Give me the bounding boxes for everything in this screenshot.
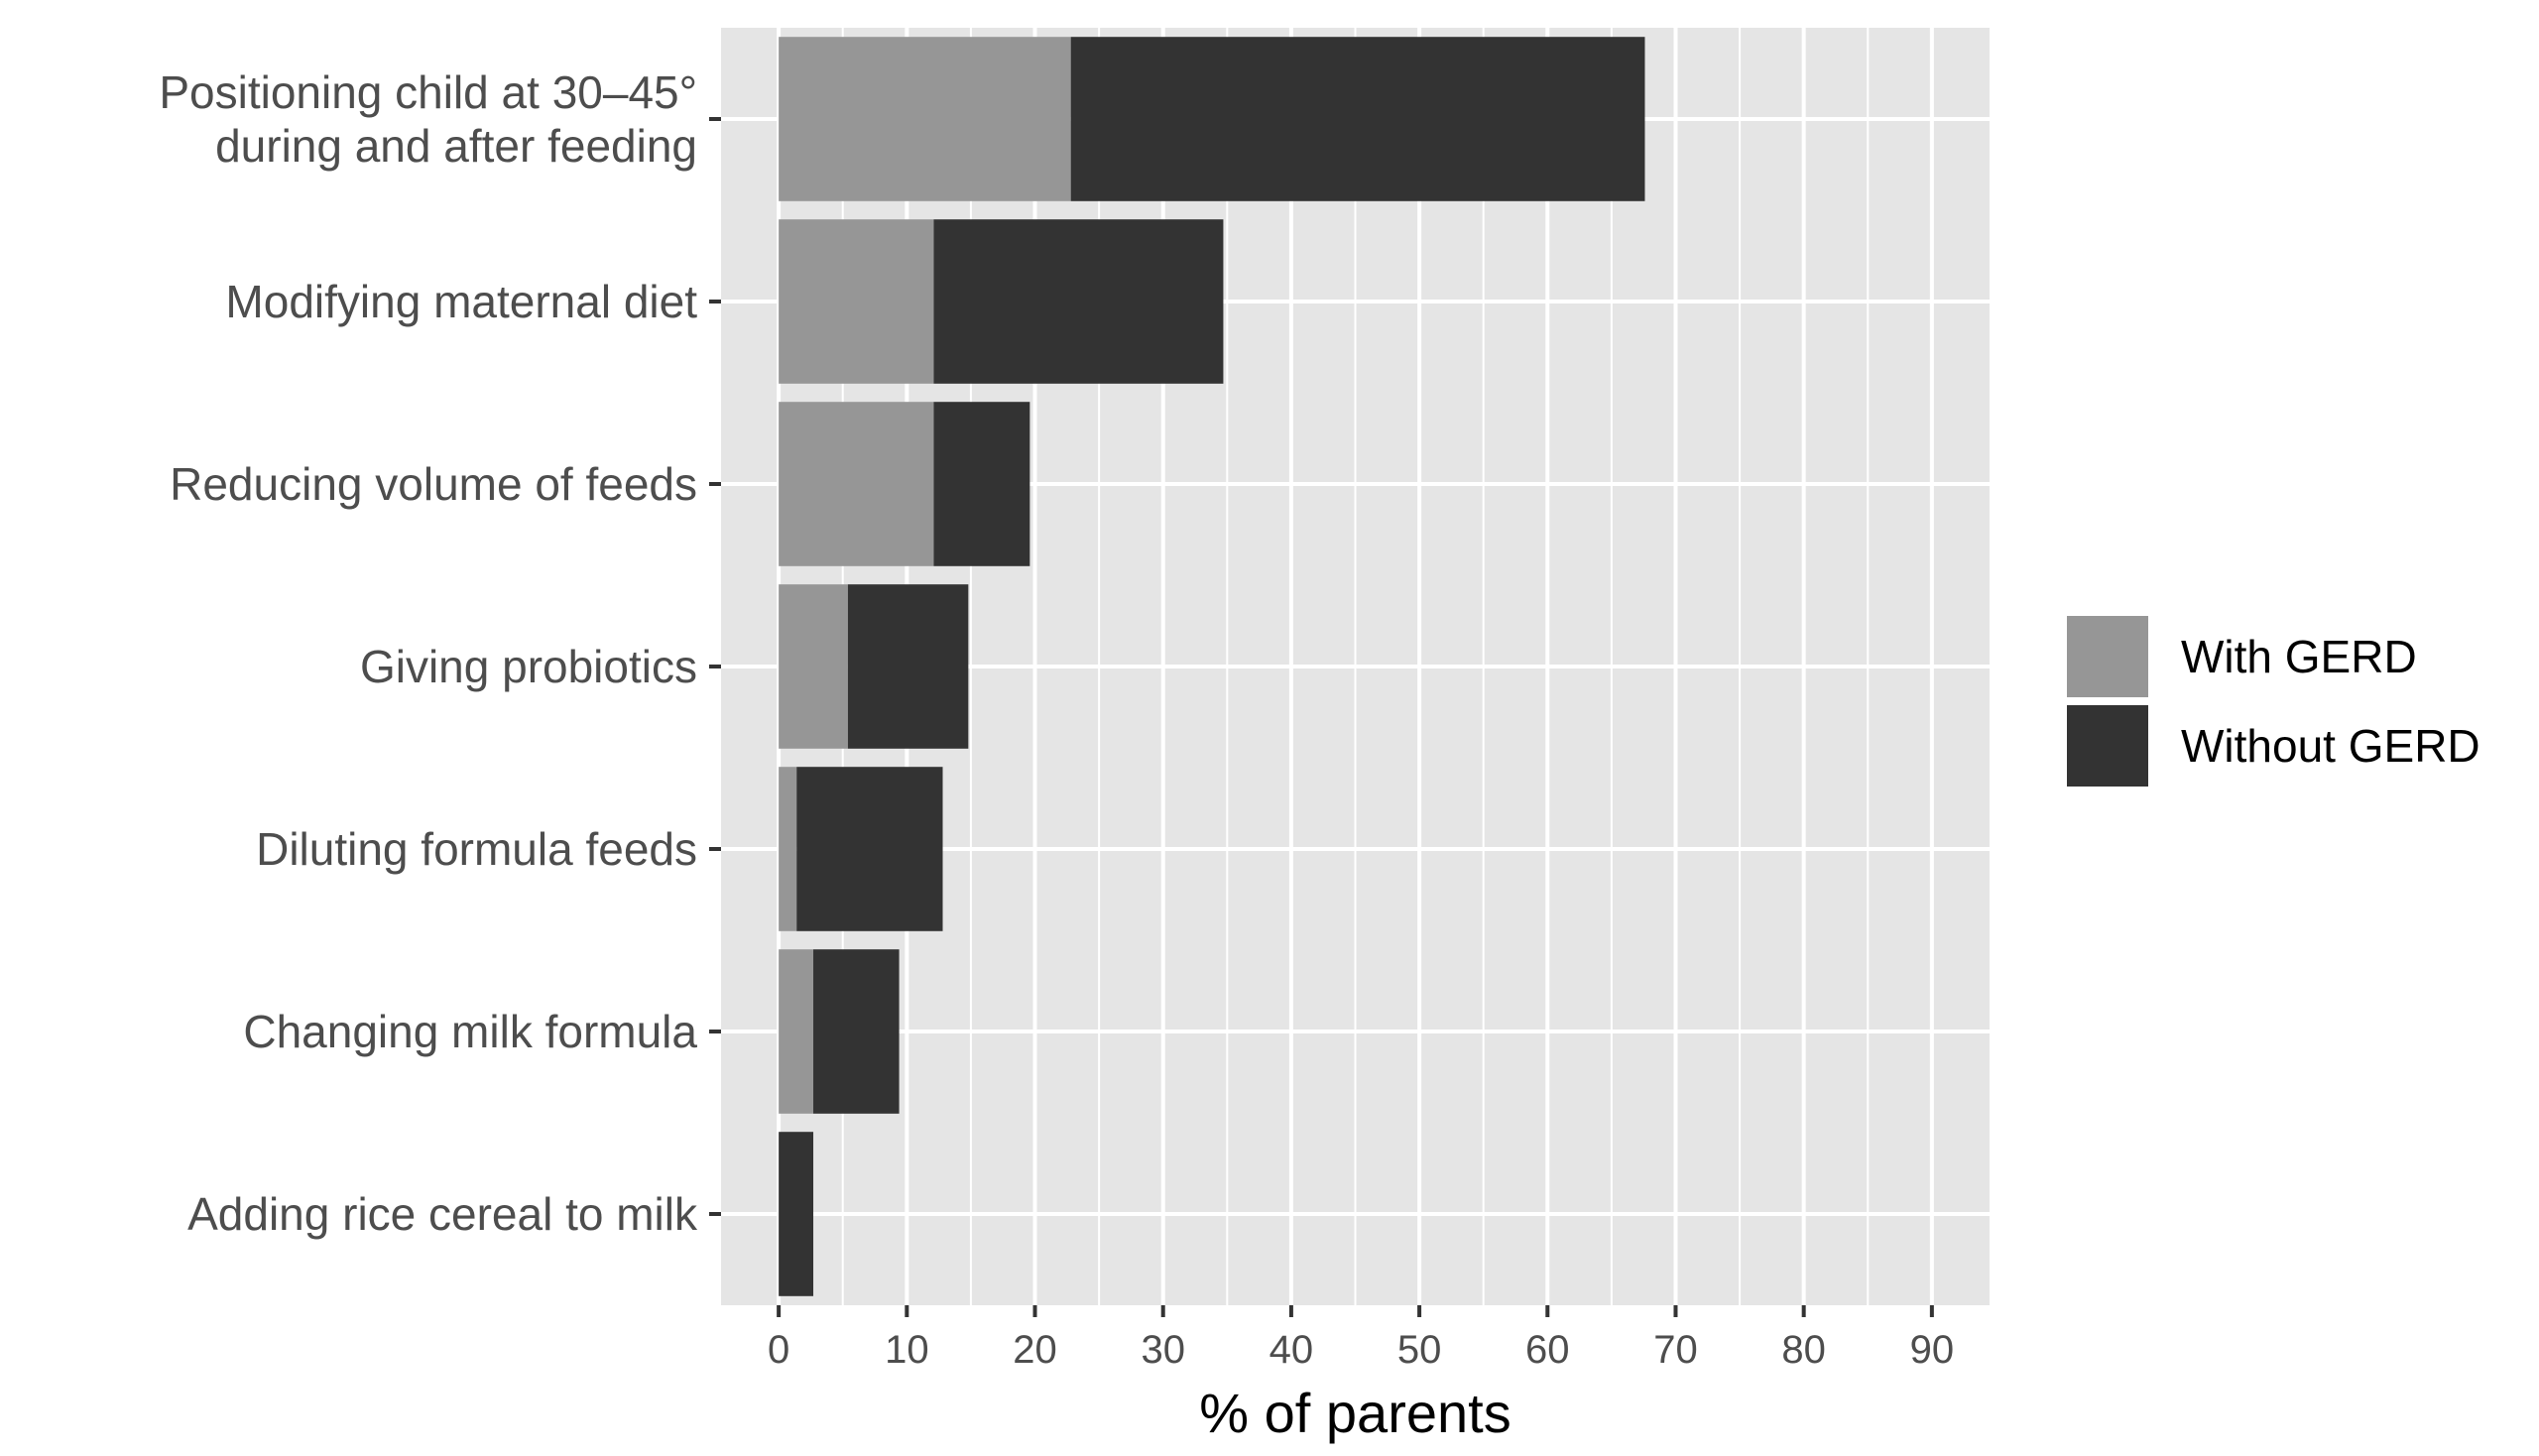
x-axis: 0 10 20 30 40 50 60 70 80 90 <box>768 1305 1954 1372</box>
legend-label: Without GERD <box>2181 720 2480 772</box>
x-axis-tick-label: 50 <box>1397 1328 1442 1372</box>
legend-label: With GERD <box>2181 631 2417 682</box>
bar-with-gerd <box>779 402 934 566</box>
bar-without-gerd <box>779 1132 814 1296</box>
y-axis: Positioning child at 30–45°during and af… <box>159 66 721 1240</box>
y-axis-label: Changing milk formula <box>243 1006 697 1057</box>
y-axis-label: Adding rice cereal to milk <box>187 1188 698 1240</box>
x-axis-tick-label: 30 <box>1141 1328 1185 1372</box>
y-axis-label: Reducing volume of feeds <box>170 458 697 510</box>
bar-without-gerd <box>1070 37 1645 201</box>
bar-without-gerd <box>933 219 1224 384</box>
bar-without-gerd <box>847 584 969 749</box>
legend-key <box>2065 614 2150 699</box>
x-axis-tick-label: 80 <box>1781 1328 1826 1372</box>
bar-with-gerd <box>779 767 797 931</box>
bar-with-gerd <box>779 584 848 749</box>
y-axis-label: Diluting formula feeds <box>256 823 697 875</box>
legend-key <box>2065 703 2150 789</box>
x-axis-tick-label: 40 <box>1270 1328 1314 1372</box>
x-axis-tick-label: 10 <box>885 1328 929 1372</box>
legend: With GERD Without GERD <box>2065 614 2480 789</box>
y-axis-label: during and after feeding <box>215 120 697 172</box>
bar-without-gerd <box>813 949 900 1114</box>
y-axis-label: Modifying maternal diet <box>225 276 697 327</box>
bar-with-gerd <box>779 949 814 1114</box>
x-axis-title: % of parents <box>1199 1382 1511 1444</box>
y-axis-label: Positioning child at 30–45° <box>159 66 697 118</box>
y-axis-label: Giving probiotics <box>360 641 697 692</box>
x-axis-tick-label: 0 <box>768 1328 789 1372</box>
bar-without-gerd <box>933 402 1030 566</box>
x-axis-tick-label: 70 <box>1653 1328 1698 1372</box>
bars <box>779 37 1645 1296</box>
bar-without-gerd <box>796 767 943 931</box>
bar-with-gerd <box>779 219 934 384</box>
x-axis-tick-label: 60 <box>1525 1328 1570 1372</box>
bar-with-gerd <box>779 37 1071 201</box>
x-axis-tick-label: 20 <box>1013 1328 1057 1372</box>
x-axis-tick-label: 90 <box>1910 1328 1955 1372</box>
grid-lines <box>721 28 1990 1305</box>
